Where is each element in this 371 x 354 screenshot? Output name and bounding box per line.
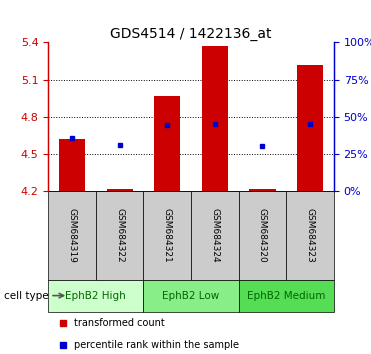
Text: GSM684324: GSM684324 — [210, 208, 219, 263]
Text: EphB2 Low: EphB2 Low — [162, 291, 220, 301]
Bar — [144, 280, 239, 312]
Text: cell type: cell type — [4, 291, 48, 301]
Bar — [239, 280, 334, 312]
Bar — [106, 189, 133, 191]
Title: GDS4514 / 1422136_at: GDS4514 / 1422136_at — [110, 28, 272, 41]
Text: GSM684320: GSM684320 — [258, 208, 267, 263]
Bar — [249, 189, 276, 191]
Text: percentile rank within the sample: percentile rank within the sample — [74, 339, 239, 350]
Text: EphB2 Medium: EphB2 Medium — [247, 291, 325, 301]
Text: transformed count: transformed count — [74, 318, 165, 329]
Text: GSM684319: GSM684319 — [68, 208, 76, 263]
Bar — [96, 191, 144, 280]
Bar — [286, 191, 334, 280]
Text: GSM684321: GSM684321 — [163, 208, 172, 263]
Bar — [48, 191, 96, 280]
Bar — [297, 65, 323, 191]
Bar — [154, 96, 180, 191]
Text: GSM684322: GSM684322 — [115, 208, 124, 263]
Text: GSM684323: GSM684323 — [306, 208, 315, 263]
Bar — [48, 280, 144, 312]
Bar — [191, 191, 239, 280]
Bar — [202, 46, 228, 191]
Bar — [144, 191, 191, 280]
Bar — [239, 191, 286, 280]
Bar — [59, 139, 85, 191]
Text: EphB2 High: EphB2 High — [65, 291, 126, 301]
